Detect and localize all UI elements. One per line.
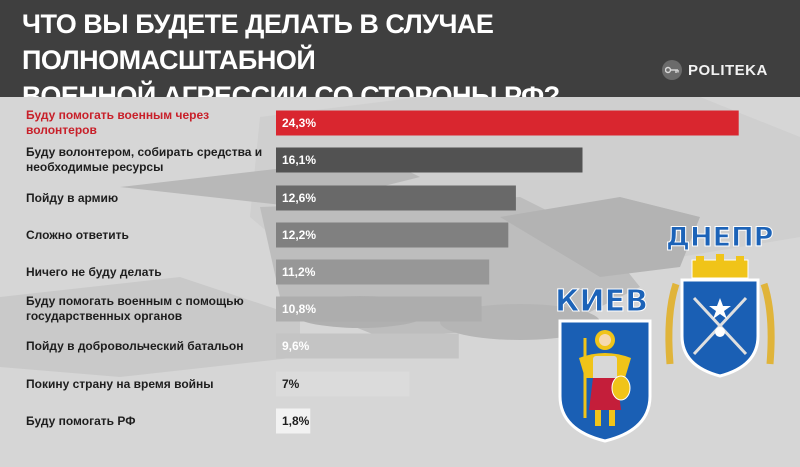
key-icon [662,60,682,80]
bar-4 [276,222,509,248]
bar-3 [276,185,516,211]
category-label: Сложно ответить [26,227,129,242]
bar-value-label: 12,6% [282,191,317,205]
bar-6 [276,296,482,322]
bar-value-label: 24,3% [282,116,317,130]
kiev-coat-of-arms-icon [558,319,652,443]
brand-logo: POLITEKA [662,59,768,81]
bar-8 [276,371,410,397]
category-label: Буду волонтером, собирать средства и нео… [26,145,263,174]
category-label: Буду помогать военным с помощью государс… [26,294,244,323]
category-label: Буду помогать РФ [26,413,136,428]
title-line-1: ЧТО ВЫ БУДЕТЕ ДЕЛАТЬ В СЛУЧАЕ ПОЛНОМАСШТ… [22,9,494,75]
bar-5 [276,259,490,285]
brand-name: POLITEKA [688,61,768,79]
bar-value-label: 7% [282,377,300,391]
bar-9 [276,408,311,434]
bar-value-label: 1,8% [282,414,310,428]
dnepr-coat-of-arms-icon [665,254,775,378]
category-label: Буду помогать военным через волонтеров [26,108,210,137]
bar-1 [276,110,739,136]
bar-2 [276,147,583,173]
category-label: Пойду в добровольческий батальон [26,338,244,353]
category-label: Покину страну на время войны [26,376,214,391]
bar-value-label: 9,6% [282,339,310,353]
bar-7 [276,333,459,359]
kiev-label: КИЕВ [555,284,649,320]
bar-value-label: 10,8% [282,302,317,316]
header-band: ЧТО ВЫ БУДЕТЕ ДЕЛАТЬ В СЛУЧАЕ ПОЛНОМАСШТ… [0,0,800,111]
dnepr-label: ДНЕПР [665,222,774,254]
bar-value-label: 11,2% [282,265,316,279]
category-label: Пойду в армию [26,190,119,205]
category-label: Ничего не буду делать [26,264,162,279]
bar-value-label: 12,2% [282,228,317,242]
bar-value-label: 16,1% [282,153,317,167]
